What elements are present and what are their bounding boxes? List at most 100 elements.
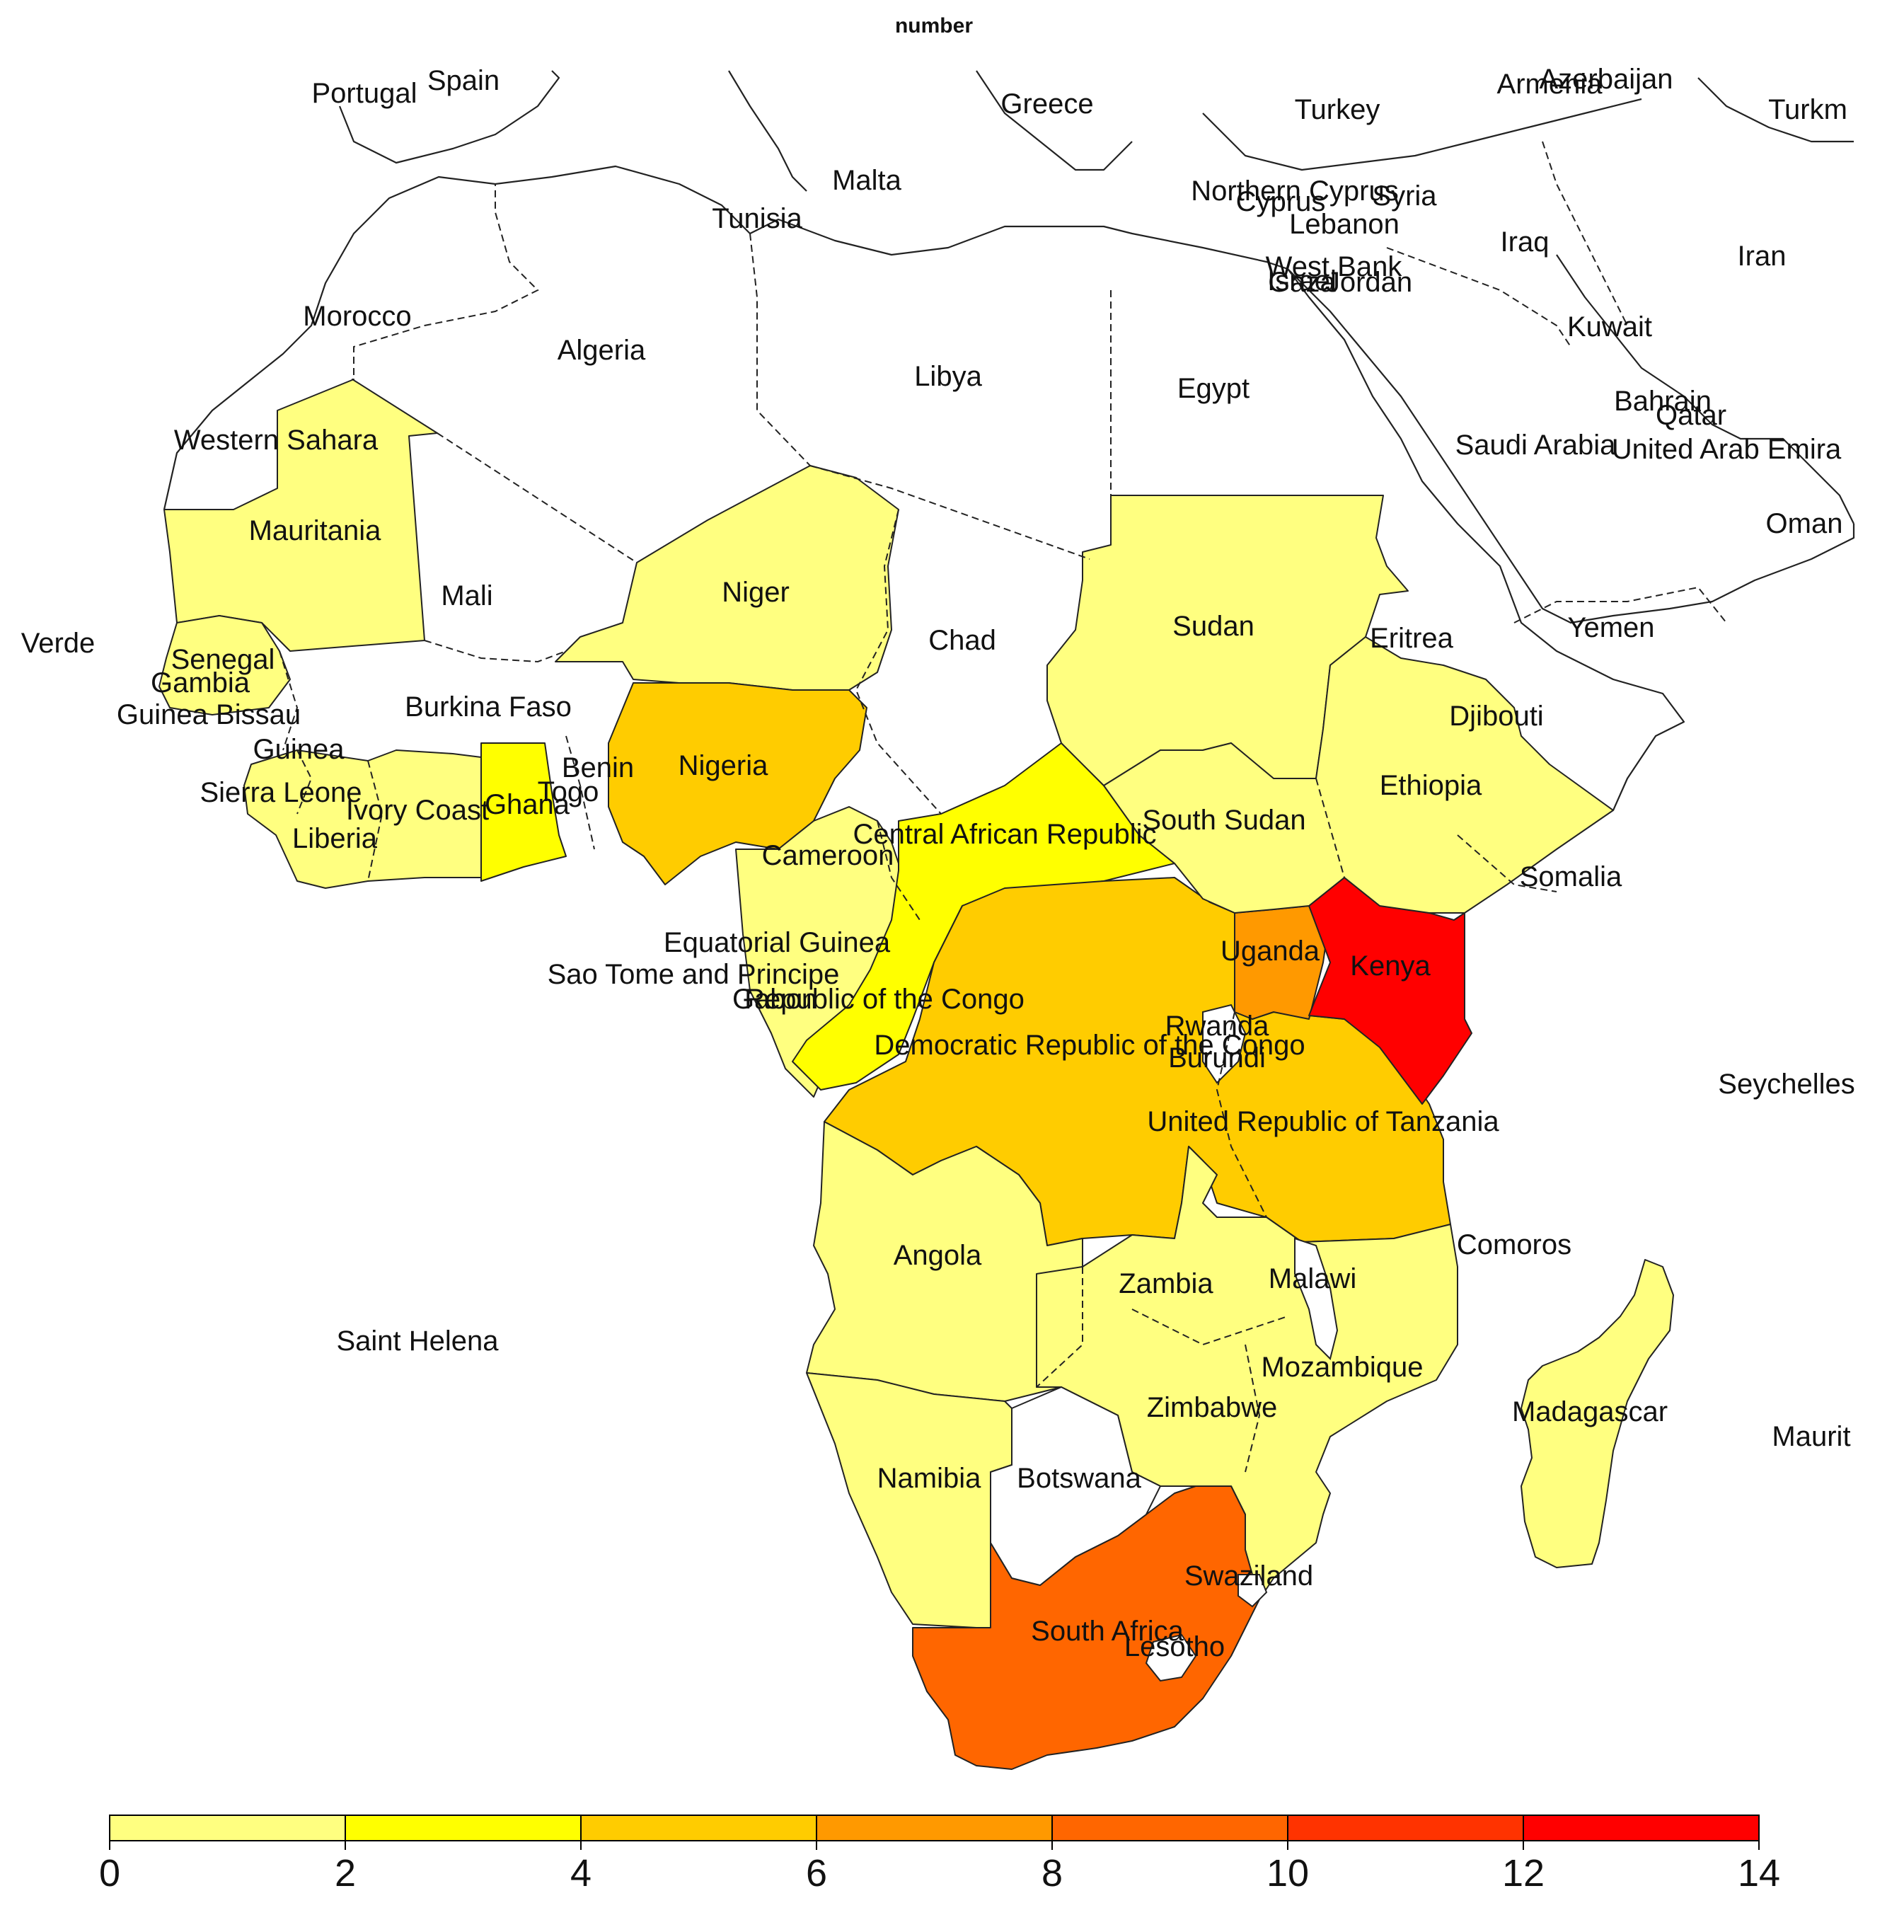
label-united-arab-emirates: United Arab Emira — [1612, 434, 1842, 465]
region-ssudan-ethiopia — [1103, 636, 1614, 914]
legend-bin-6-8 — [816, 1815, 1053, 1841]
label-kenya: Kenya — [1350, 950, 1431, 982]
label-jordan: Jordan — [1326, 267, 1412, 298]
label-spain: Spain — [427, 65, 500, 96]
label-united-republic-of-tanzania: United Republic of Tanzania — [1147, 1106, 1499, 1137]
botswana-shape — [990, 1386, 1162, 1587]
legend-tick-label: 0 — [99, 1852, 120, 1894]
lake-victoria — [1202, 1004, 1247, 1084]
region-zambia-moz — [1036, 1146, 1458, 1600]
legend-tick-label: 6 — [806, 1852, 827, 1894]
label-israel: Israel — [1267, 265, 1337, 297]
legend-bin-2-4 — [345, 1815, 582, 1841]
region-madagascar — [1521, 1259, 1674, 1568]
label-ghana: Ghana — [485, 789, 570, 820]
legend-tick-label: 8 — [1042, 1852, 1063, 1894]
coast-arabia — [1287, 268, 1855, 624]
label-angola: Angola — [894, 1240, 982, 1271]
label-gabon: Gabon — [732, 984, 817, 1015]
border-guinea — [296, 749, 313, 815]
legend-bin-0-2 — [109, 1815, 346, 1841]
label-republic-of-the-congo: Republic of the Congo — [744, 984, 1025, 1015]
label-bahrain: Bahrain — [1614, 386, 1712, 417]
label-western-sahara: Western Sahara — [174, 425, 379, 456]
label-burkina-faso: Burkina Faso — [405, 691, 572, 723]
label-swaziland: Swaziland — [1184, 1560, 1313, 1592]
label-zimbabwe: Zimbabwe — [1147, 1392, 1278, 1423]
label-mauritius: Maurit — [1772, 1421, 1850, 1452]
label-libya: Libya — [914, 361, 982, 392]
border-drc-tanzania — [1216, 1011, 1267, 1218]
legend-bin-8-10 — [1051, 1815, 1288, 1841]
border-liberia-ivory — [367, 760, 383, 882]
coast-iberia — [338, 70, 560, 164]
region-namibia — [806, 1372, 1012, 1628]
legend-tick-label: 2 — [335, 1852, 356, 1894]
label-gambia: Gambia — [151, 667, 250, 698]
label-madagascar: Madagascar — [1512, 1396, 1668, 1427]
label-armenia: Armenia — [1497, 69, 1603, 100]
legend-bin-12-14 — [1523, 1815, 1760, 1841]
label-benin: Benin — [562, 752, 634, 783]
border-ssudan-ethiopia — [1315, 778, 1345, 878]
swaziland-shape — [1237, 1574, 1268, 1608]
label-malawi: Malawi — [1269, 1263, 1356, 1294]
label-democratic-republic-of-the-congo: Democratic Republic of the Congo — [874, 1030, 1305, 1061]
label-zambia: Zambia — [1119, 1268, 1213, 1299]
border-ethiopia-somalia — [1457, 834, 1557, 892]
region-senegal — [158, 615, 291, 715]
border-moz-zimbabwe — [1245, 1344, 1261, 1473]
label-guinea-bissau: Guinea Bissau — [117, 699, 301, 730]
coast-greece — [976, 70, 1133, 171]
map-title: number — [895, 14, 973, 38]
label-malta: Malta — [832, 165, 902, 196]
label-egypt: Egypt — [1177, 373, 1250, 404]
label-sao-tome-and-principe: Sao Tome and Principe — [548, 959, 840, 990]
label-senegal: Senegal — [171, 644, 275, 675]
border-mali-burkina — [424, 640, 567, 663]
label-liberia: Liberia — [292, 823, 378, 854]
border-yemen — [1513, 586, 1727, 623]
border-chad-sudan — [855, 509, 942, 815]
label-nigeria: Nigeria — [679, 750, 768, 781]
border-senegal-mali — [279, 650, 299, 751]
label-iraq: Iraq — [1501, 226, 1550, 258]
label-mozambique: Mozambique — [1261, 1352, 1423, 1383]
label-central-african-republic: Central African Republic — [853, 819, 1156, 850]
label-south-africa: South Africa — [1031, 1616, 1184, 1647]
label-oman: Oman — [1766, 508, 1843, 539]
coast-turkey — [1202, 98, 1642, 171]
border-saudi-iraq — [1386, 247, 1571, 347]
legend-tick-label: 10 — [1267, 1852, 1309, 1894]
border-mali-algeria — [437, 432, 637, 563]
label-sierra-leone: Sierra Leone — [200, 777, 362, 808]
border-angola-zambia — [1036, 1267, 1083, 1388]
label-burundi: Burundi — [1168, 1042, 1266, 1074]
label-morocco: Morocco — [303, 301, 411, 332]
label-guinea: Guinea — [253, 734, 345, 765]
country-outlines — [163, 70, 1855, 1682]
border-algeria-libya — [749, 233, 811, 466]
label-northern-cyprus: Northern Cyprus — [1191, 176, 1398, 207]
label-mali: Mali — [441, 580, 492, 611]
country-fills — [158, 379, 1674, 1770]
region-ghana — [480, 742, 567, 882]
border-cameroon-car — [877, 820, 921, 921]
label-togo: Togo — [538, 776, 599, 807]
legend-tick-label: 4 — [570, 1852, 592, 1894]
label-eritrea: Eritrea — [1370, 623, 1454, 654]
label-syria: Syria — [1372, 180, 1437, 212]
label-cameroon: Cameroon — [762, 840, 894, 871]
label-saint-helena: Saint Helena — [336, 1326, 499, 1357]
border-zambia-zimbabwe — [1131, 1309, 1288, 1346]
legend-ticks: 0 2 4 6 8 10 12 14 — [99, 1841, 1780, 1894]
label-algeria: Algeria — [558, 335, 646, 366]
label-iran: Iran — [1738, 241, 1787, 272]
coast-caspian — [1697, 77, 1854, 143]
label-tunisia: Tunisia — [712, 203, 802, 234]
internal-borders — [279, 650, 1557, 1473]
label-kuwait: Kuwait — [1567, 311, 1652, 343]
color-legend: 0 2 4 6 8 10 12 14 — [99, 1815, 1780, 1894]
coast-gulf — [1556, 254, 1854, 524]
